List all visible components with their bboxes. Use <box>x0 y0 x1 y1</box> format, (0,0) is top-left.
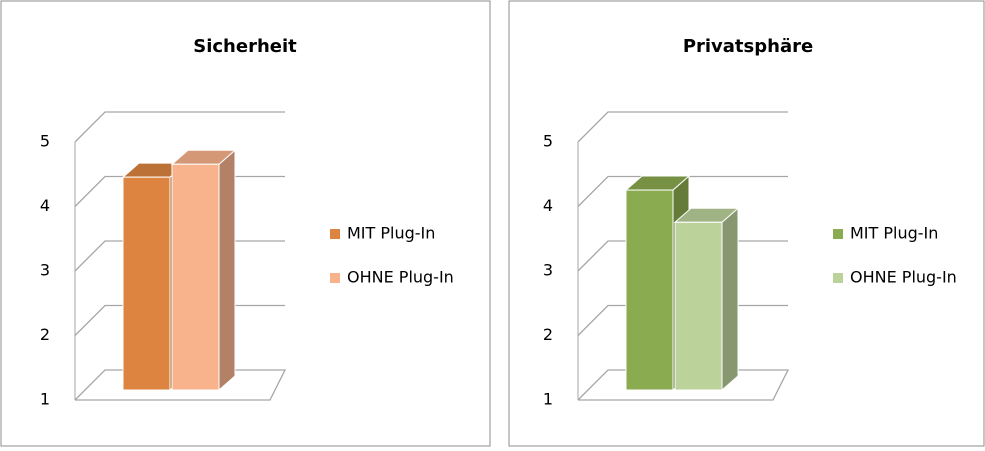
y-tick-label: 2 <box>40 325 50 344</box>
bar-side <box>218 149 236 392</box>
legend-label: OHNE Plug-In <box>850 268 957 287</box>
legend-label: OHNE Plug-In <box>347 268 454 287</box>
bar-side <box>721 207 739 392</box>
legend-label: MIT Plug-In <box>347 224 435 243</box>
legend-label: MIT Plug-In <box>850 224 938 243</box>
y-tick-label: 3 <box>543 261 553 280</box>
bar <box>674 221 723 391</box>
panel <box>508 0 985 447</box>
panel <box>0 0 491 447</box>
grid-line <box>577 175 788 207</box>
y-tick-label: 2 <box>543 325 553 344</box>
grid-line <box>577 369 790 401</box>
bar <box>625 189 674 391</box>
legend-swatch <box>833 229 843 239</box>
legend-swatch <box>330 273 340 283</box>
y-tick-label: 3 <box>40 261 50 280</box>
grid-line <box>74 111 285 143</box>
y-tick-label: 5 <box>543 132 553 151</box>
y-tick-label: 1 <box>543 390 553 409</box>
chart-title: Sicherheit <box>193 36 297 57</box>
y-tick-label: 1 <box>40 390 50 409</box>
bar <box>171 163 220 391</box>
chart-title: Privatsphäre <box>683 36 813 57</box>
grid-line <box>74 369 287 401</box>
y-tick-label: 4 <box>40 196 50 215</box>
legend-swatch <box>833 273 843 283</box>
legend-swatch <box>330 229 340 239</box>
y-tick-label: 4 <box>543 196 553 215</box>
bar <box>122 176 171 391</box>
grid-line <box>577 111 788 143</box>
y-tick-label: 5 <box>40 132 50 151</box>
